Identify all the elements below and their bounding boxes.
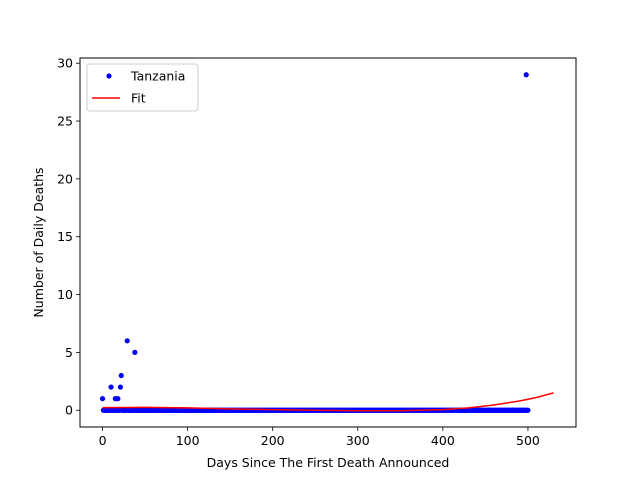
data-point [108,384,114,390]
x-tick-label: 200 [261,433,285,448]
legend: Tanzania Fit [86,63,199,112]
legend-label-tanzania: Tanzania [130,69,185,84]
legend-box [86,63,199,112]
x-tick-label: 500 [516,433,540,448]
legend-marker-tanzania [106,73,112,79]
y-tick-label: 10 [57,287,73,302]
y-tick-label: 15 [57,229,73,244]
data-point [124,338,130,344]
legend-label-fit: Fit [131,91,146,106]
data-point [523,72,529,78]
y-axis-ticks: 0 5 10 15 20 25 30 [57,56,80,418]
x-tick-label: 400 [431,433,455,448]
data-point [115,396,121,402]
data-point [118,372,124,379]
y-tick-label: 0 [65,403,73,418]
y-tick-label: 20 [57,171,73,186]
y-axis-label: Number of Daily Deaths [31,167,46,317]
x-tick-label: 300 [346,433,370,448]
x-axis-ticks: 0 100 200 300 400 500 [99,427,540,448]
data-point [104,407,110,413]
x-axis-label: Days Since The First Death Announced [207,455,450,470]
y-tick-label: 5 [65,345,73,360]
data-point [525,407,531,413]
data-point [132,349,138,355]
x-tick-label: 0 [99,433,107,448]
x-tick-label: 100 [176,433,200,448]
y-tick-label: 25 [57,114,73,129]
plot-area [99,72,554,413]
data-point [99,396,106,402]
data-point [117,384,124,390]
axes-frame [79,57,577,428]
y-tick-label: 30 [57,56,73,71]
fit-line [102,392,554,412]
